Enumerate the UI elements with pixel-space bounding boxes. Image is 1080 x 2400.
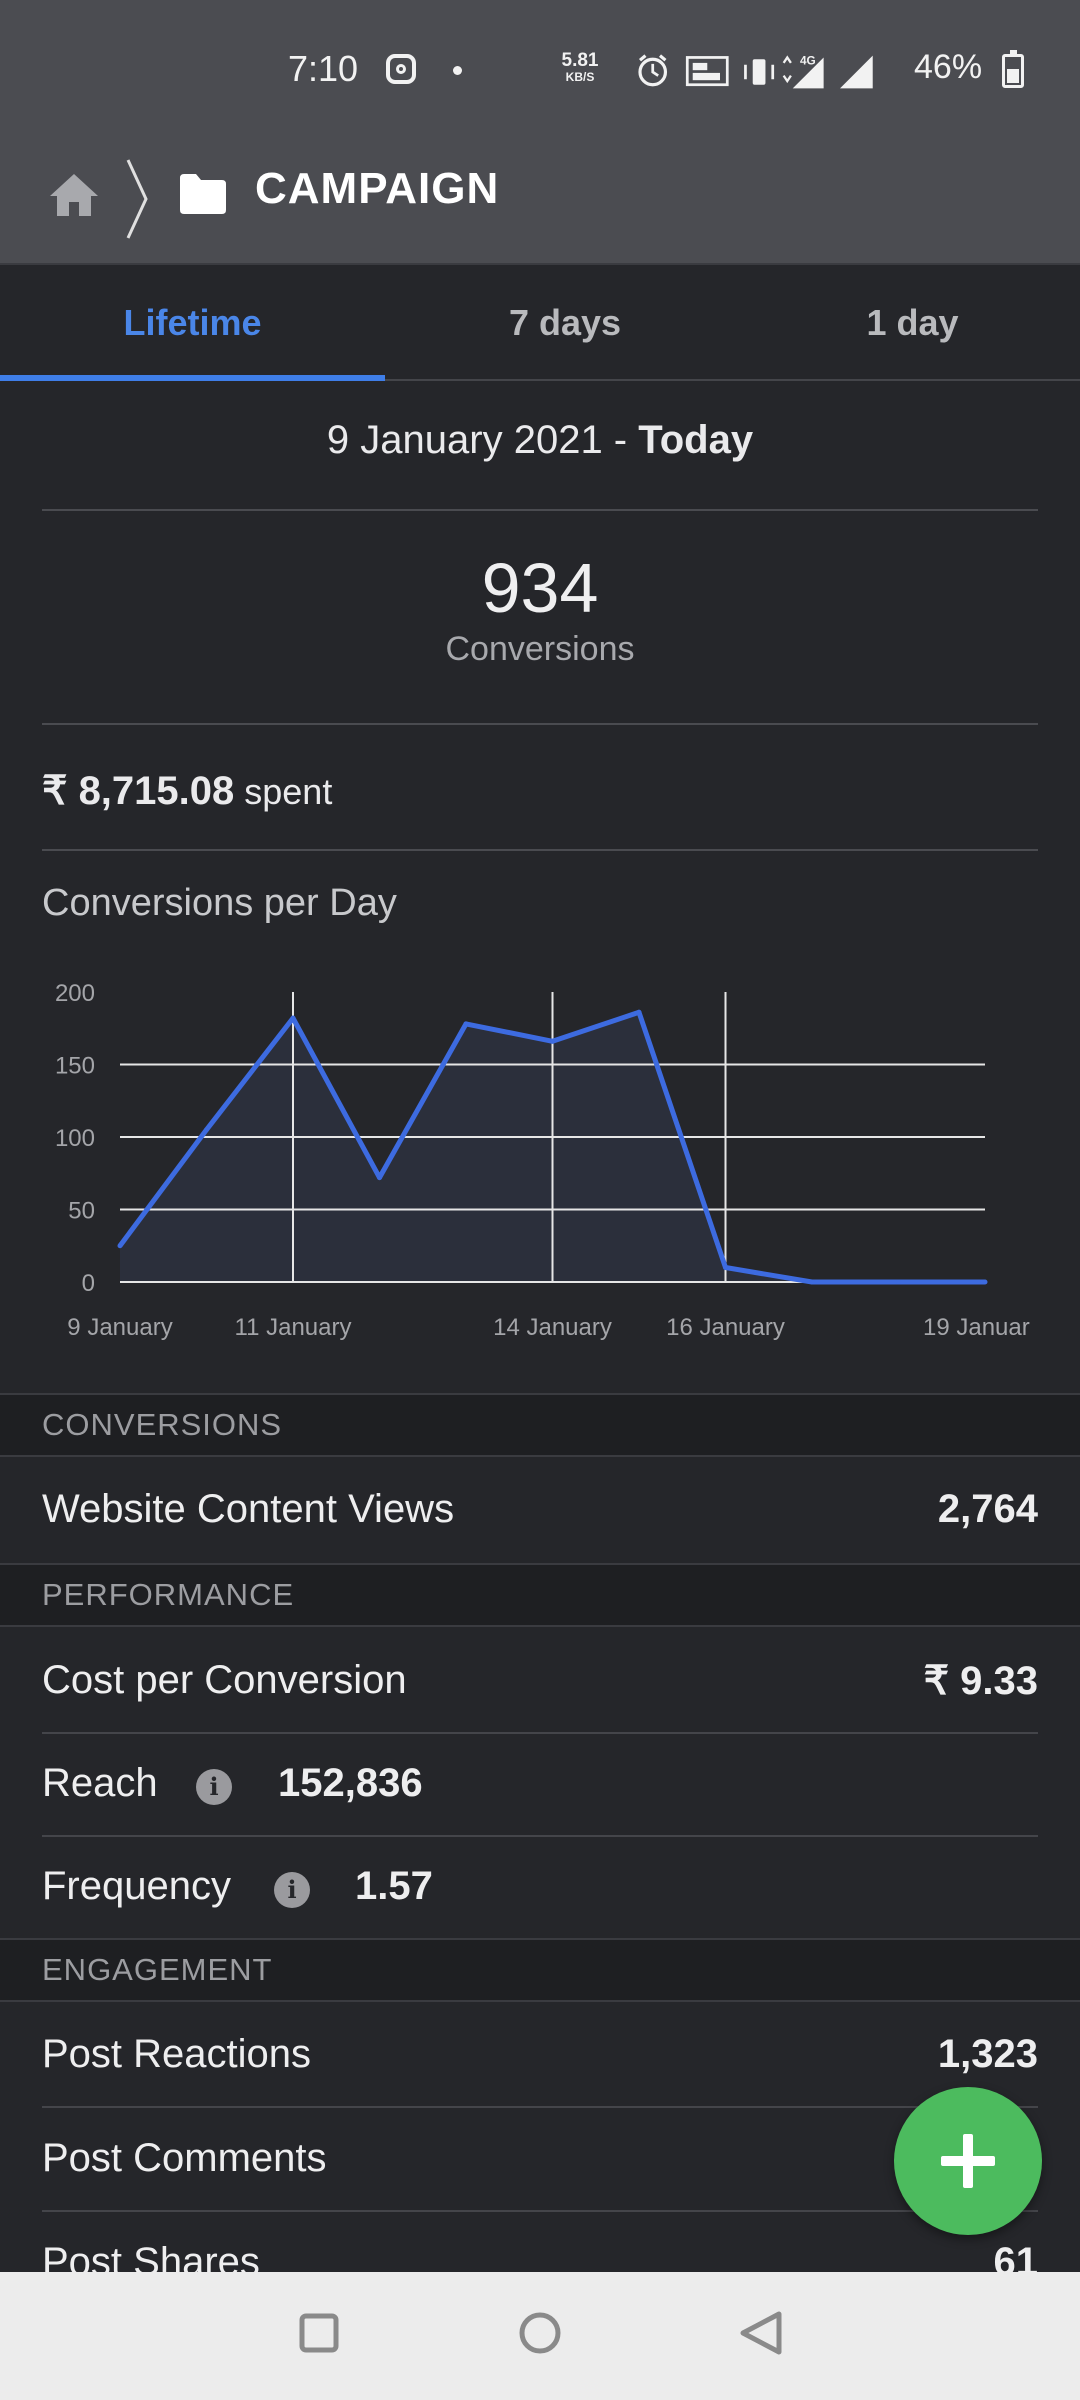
tab-bar: Lifetime 7 days 1 day [0,265,1080,381]
divider [42,1835,1038,1837]
data-point [377,1175,382,1181]
amount-spent: ₹ 8,715.08 spent [42,769,333,813]
list-item-post-reactions[interactable]: Post Reactions 1,323 [0,2004,1080,2106]
volte-icon [685,56,729,87]
data-point [550,1038,555,1044]
status-bar: 7:10 5.81 KB/S 4G 46% [0,0,1080,140]
divider [42,723,1038,725]
chevron-right-icon [126,159,148,239]
x-tick-label: 14 January [493,1314,612,1341]
recents-icon[interactable] [259,2272,379,2400]
tab-indicator [0,375,385,381]
divider [42,2210,1038,2212]
list-item-post-comments[interactable]: Post Comments [0,2108,1080,2210]
y-tick-label: 150 [55,1053,95,1080]
row-label: Frequency [42,1864,231,1908]
data-point [636,1009,642,1015]
y-tick-label: 50 [68,1198,95,1225]
tab-7-days[interactable]: 7 days [508,302,622,343]
data-point [204,1127,209,1133]
row-label: Cost per Conversion [42,1658,407,1702]
conversions-label: Conversions [445,630,635,668]
x-tick-label: 16 January [666,1314,785,1341]
list-item-frequency[interactable]: Frequency i 1.57 [0,1836,1080,1938]
list-item-reach[interactable]: Reach i 152,836 [0,1733,1080,1835]
alarm-icon [638,54,668,87]
chart-title: Conversions per Day [42,882,397,924]
data-point [982,1279,988,1285]
status-icons: 4G [638,54,873,89]
data-point [463,1021,469,1027]
back-icon[interactable] [703,2272,823,2400]
status-time: 7:10 [288,48,359,89]
battery-percent: 46% [914,48,983,86]
info-icon[interactable]: i [274,1872,310,1908]
x-tick-label: 19 Januar [923,1314,1030,1341]
row-value: 1.57 [355,1864,433,1908]
data-point [290,1015,296,1021]
data-point [723,1265,728,1270]
system-nav-bar [0,2272,1080,2400]
conversions-chart: 0 50 100 150 200 9 January 11 January 14 Januar… [55,980,1030,1341]
divider [42,509,1038,511]
conversions-total: 934 [481,549,599,627]
tab-1-day[interactable]: 1 day [866,302,959,343]
svg-text:4G: 4G [800,54,816,68]
data-point [117,1243,123,1249]
network-speed: 5.81 KB/S [561,50,599,84]
list-item-website-content-views[interactable]: Website Content Views 2,764 [0,1459,1080,1561]
divider [42,849,1038,851]
list-item-cost-per-conversion[interactable]: Cost per Conversion ₹ 9.33 [0,1630,1080,1732]
row-value: ₹ 9.33 [923,1659,1038,1703]
home-circle-icon[interactable] [480,2272,600,2400]
info-icon[interactable]: i [196,1769,232,1805]
vibrate-icon [744,59,775,85]
date-range: 9 January 2021 - Today [326,418,754,462]
section-header-conversions: CONVERSIONS [0,1393,1080,1457]
row-label: Reach [42,1761,158,1805]
y-tick-label: 0 [82,1270,95,1297]
row-label: Post Reactions [42,2032,312,2076]
folder-icon [180,174,226,214]
signal-4g-icon: 4G [782,54,824,89]
data-point [809,1279,815,1285]
divider [42,2106,1038,2108]
signal-icon [840,55,873,89]
data-point [896,1279,901,1285]
divider [42,1732,1038,1734]
row-label: Post Comments [42,2136,327,2180]
x-tick-label: 9 January [67,1314,172,1341]
battery-icon [1002,50,1024,88]
row-label: Website Content Views [42,1487,455,1531]
tab-lifetime[interactable]: Lifetime [123,302,262,343]
instagram-icon [386,54,416,84]
y-tick-label: 100 [55,1125,95,1152]
y-tick-label: 200 [55,980,95,1007]
notification-dot-icon [453,66,462,75]
row-value: 1,323 [937,2032,1038,2076]
breadcrumb: CAMPAIGN [0,140,1080,265]
row-value: 2,764 [937,1487,1038,1531]
add-fab-button[interactable] [894,2087,1042,2235]
x-tick-label: 11 January [235,1314,352,1341]
home-icon[interactable] [48,170,100,218]
section-header-engagement: ENGAGEMENT [0,1938,1080,2002]
row-value: 152,836 [278,1761,423,1805]
section-header-performance: PERFORMANCE [0,1563,1080,1627]
page-title: CAMPAIGN [255,164,500,213]
